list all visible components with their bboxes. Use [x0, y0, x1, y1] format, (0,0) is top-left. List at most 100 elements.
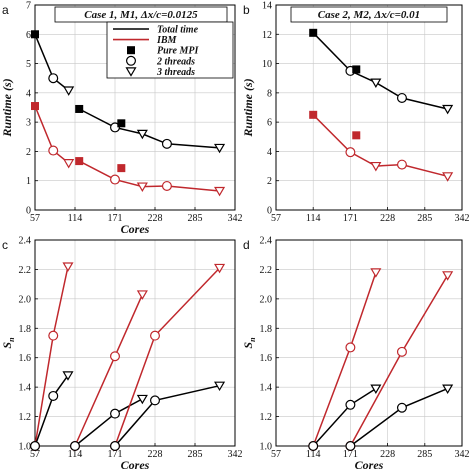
y-tick-label: 14 [262, 1, 272, 12]
y-tick-label: 2 [267, 176, 272, 187]
marker-triangle [442, 384, 454, 395]
marker-square [117, 119, 126, 128]
marker-triangle [214, 381, 226, 392]
y-tick-label: 5 [26, 59, 31, 70]
series-line [114, 384, 220, 447]
marker-circle [48, 330, 59, 341]
panel-label: c [2, 238, 8, 252]
panel-title: Case 1, M1, Δx/c=0.0125 [84, 9, 198, 21]
plot-frame [275, 4, 463, 211]
marker-triangle [125, 67, 137, 77]
marker-circle [345, 441, 356, 452]
x-axis-label: Cores [355, 458, 384, 472]
marker-square [75, 104, 84, 113]
panel-b: 57 114 171 228 285 342 0 2 4 6 8 10 12 14 Runtime (s) b… [241, 1, 470, 225]
panel-label: b [243, 3, 250, 17]
marker-square [309, 28, 318, 37]
marker-circle [109, 408, 120, 419]
panel-a: 57 114 171 228 285 342 0 1 2 3 4 5 6 7 Cores Runtime (s… [0, 1, 243, 237]
x-tick-label: 342 [455, 449, 470, 460]
marker-circle [345, 399, 356, 410]
x-tick-label: 285 [417, 449, 432, 460]
marker-square [352, 131, 361, 140]
series-3 [345, 384, 454, 452]
marker-circle [150, 395, 161, 406]
marker-triangle [63, 86, 75, 96]
series-0 [308, 268, 382, 452]
series-line [34, 374, 69, 447]
marker-circle [161, 180, 172, 191]
series-0 [30, 262, 74, 452]
series-1 [30, 371, 74, 452]
series-line [349, 387, 448, 447]
y-tick-label: 10 [262, 59, 272, 70]
series-3 [75, 157, 226, 197]
series-line [349, 274, 449, 447]
marker-square [352, 65, 361, 74]
marker-circle [109, 122, 120, 133]
series-1 [75, 104, 226, 154]
y-tick-label: 1 [26, 176, 31, 187]
y-tick-label: 0 [267, 206, 272, 217]
x-tick-label: 228 [380, 449, 395, 460]
series-0 [309, 28, 454, 115]
x-tick-label: 228 [380, 213, 395, 224]
legend-label: IBM [156, 35, 178, 46]
marker-triangle [214, 186, 226, 197]
marker-triangle [442, 104, 454, 115]
marker-circle [150, 330, 161, 341]
y-tick-label: 2.2 [19, 265, 32, 276]
x-tick-label: 57 [271, 449, 281, 460]
x-tick-label: 171 [343, 449, 358, 460]
y-axis-label-sub: n [248, 337, 257, 342]
series-line [312, 272, 377, 447]
y-tick-label: 2.4 [19, 236, 32, 247]
x-tick-label: 114 [68, 213, 83, 224]
x-axis-label: Cores [121, 222, 150, 236]
x-tick-label: 285 [188, 449, 203, 460]
plot-frame [34, 239, 236, 447]
x-tick-label: 114 [306, 449, 321, 460]
marker-circle [109, 174, 120, 185]
marker-circle [396, 346, 407, 357]
y-tick-label: 1.2 [260, 412, 273, 423]
marker-circle [345, 342, 356, 353]
y-axis-label: Sn [0, 337, 16, 349]
marker-triangle [62, 262, 74, 272]
y-tick-label: 2.2 [260, 265, 273, 276]
series-2 [30, 102, 75, 169]
y-tick-label: 8 [267, 88, 272, 99]
y-tick-label: 6 [267, 118, 272, 129]
x-axis-label: Cores [121, 458, 150, 472]
marker-triangle [370, 268, 382, 278]
y-axis-label-main: S [241, 342, 255, 349]
y-tick-label: 7 [26, 1, 31, 12]
legend-label: Total time [157, 25, 199, 36]
marker-square [127, 46, 136, 55]
plot-frame [275, 239, 463, 447]
x-tick-label: 228 [148, 449, 163, 460]
panel-d: 57 114 171 228 285 342 1.0 1.2 1.4 1.6 1.8 2.0 2.2 2.… [241, 236, 470, 473]
y-axis-label: Runtime (s) [241, 78, 255, 137]
y-tick-label: 1.8 [19, 324, 32, 335]
y-tick-label: 6 [26, 30, 31, 41]
marker-triangle [442, 172, 454, 182]
x-tick-label: 171 [108, 213, 123, 224]
marker-triangle [370, 78, 382, 88]
y-axis-label: Sn [241, 337, 257, 349]
series-line [34, 266, 69, 447]
y-tick-label: 1.4 [19, 383, 32, 394]
x-tick-label: 342 [455, 213, 470, 224]
marker-circle [396, 159, 407, 170]
series-line [114, 267, 221, 447]
marker-triangle [214, 143, 226, 154]
y-tick-label: 1.0 [260, 442, 273, 453]
legend-label: 3 threads [156, 67, 195, 78]
series-5 [109, 381, 226, 452]
y-axis-label-sub: n [7, 337, 16, 342]
panel-title-box: Case 1, M1, Δx/c=0.0125 [54, 6, 228, 23]
marker-circle [69, 441, 80, 452]
marker-circle [161, 138, 172, 149]
